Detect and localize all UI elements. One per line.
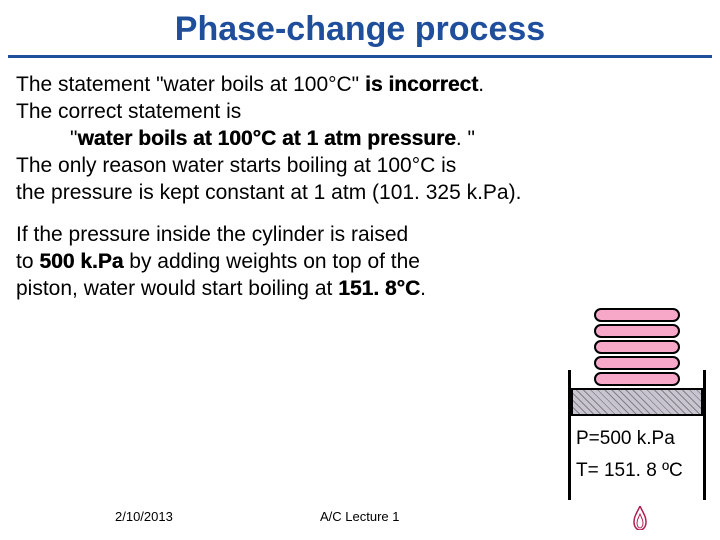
- title-underline: [8, 55, 712, 58]
- text: .: [420, 277, 426, 300]
- emphasis-500kpa: 500 k.Pa: [39, 250, 123, 273]
- text: by adding weights on top of the: [123, 250, 420, 273]
- footer-date: 2/10/2013: [115, 509, 173, 524]
- text: to: [16, 250, 39, 273]
- temperature-label: T= 151. 8 ºC: [576, 460, 683, 482]
- paragraph-1-line-2: The correct statement is: [0, 99, 720, 126]
- weight-disc: [594, 308, 680, 322]
- pressure-label: P=500 k.Pa: [576, 428, 675, 450]
- paragraph-1-line-1: The statement "water boils at 100°C" is …: [0, 72, 720, 99]
- paragraph-2-line-1: If the pressure inside the cylinder is r…: [0, 222, 720, 249]
- paragraph-1-line-3: "water boils at 100°C at 1 atm pressure.…: [0, 126, 720, 153]
- paragraph-1-line-4: The only reason water starts boiling at …: [0, 153, 720, 180]
- slide-title: Phase-change process: [0, 0, 720, 55]
- text: piston, water would start boiling at: [16, 277, 338, 300]
- emphasis-correct-statement: water boils at 100°C at 1 atm pressure: [77, 127, 455, 150]
- piston-hatch: [573, 390, 701, 414]
- text: .: [478, 73, 484, 96]
- footer-lecture: A/C Lecture 1: [320, 509, 400, 524]
- emphasis-151c: 151. 8°C: [338, 277, 420, 300]
- text: . ": [456, 127, 475, 150]
- emphasis-is-incorrect: is incorrect: [365, 73, 478, 96]
- weight-disc: [594, 340, 680, 354]
- weight-disc: [594, 324, 680, 338]
- text: The statement "water boils at 100°C": [16, 73, 365, 96]
- piston-cylinder-diagram: P=500 k.Pa T= 151. 8 ºC: [544, 260, 714, 530]
- weight-disc: [594, 356, 680, 370]
- paragraph-1-line-5: the pressure is kept constant at 1 atm (…: [0, 180, 720, 207]
- flame-icon: [632, 506, 648, 530]
